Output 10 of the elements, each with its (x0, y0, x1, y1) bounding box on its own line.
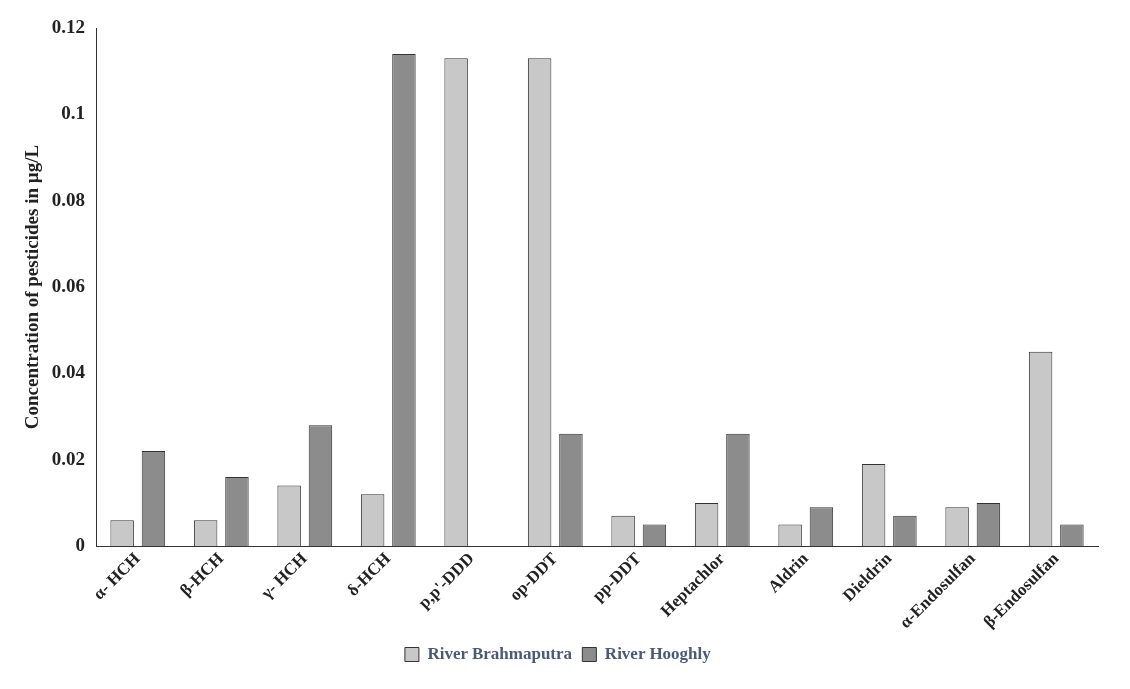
y-tick-label: 0.02 (51, 447, 86, 469)
y-axis-title: Concentration of pesticides in µg/L (21, 144, 43, 430)
legend-label: River Hooghly (604, 643, 712, 663)
y-tick-label: 0.04 (51, 361, 86, 383)
y-tick-label: 0.12 (51, 15, 86, 37)
y-tick-label: 0.1 (61, 102, 86, 124)
y-tick-label: 0.06 (51, 274, 86, 296)
y-tick-label: 0 (75, 533, 86, 555)
legend-label: River Brahmaputra (427, 643, 573, 663)
y-tick-label: 0.08 (51, 188, 86, 210)
